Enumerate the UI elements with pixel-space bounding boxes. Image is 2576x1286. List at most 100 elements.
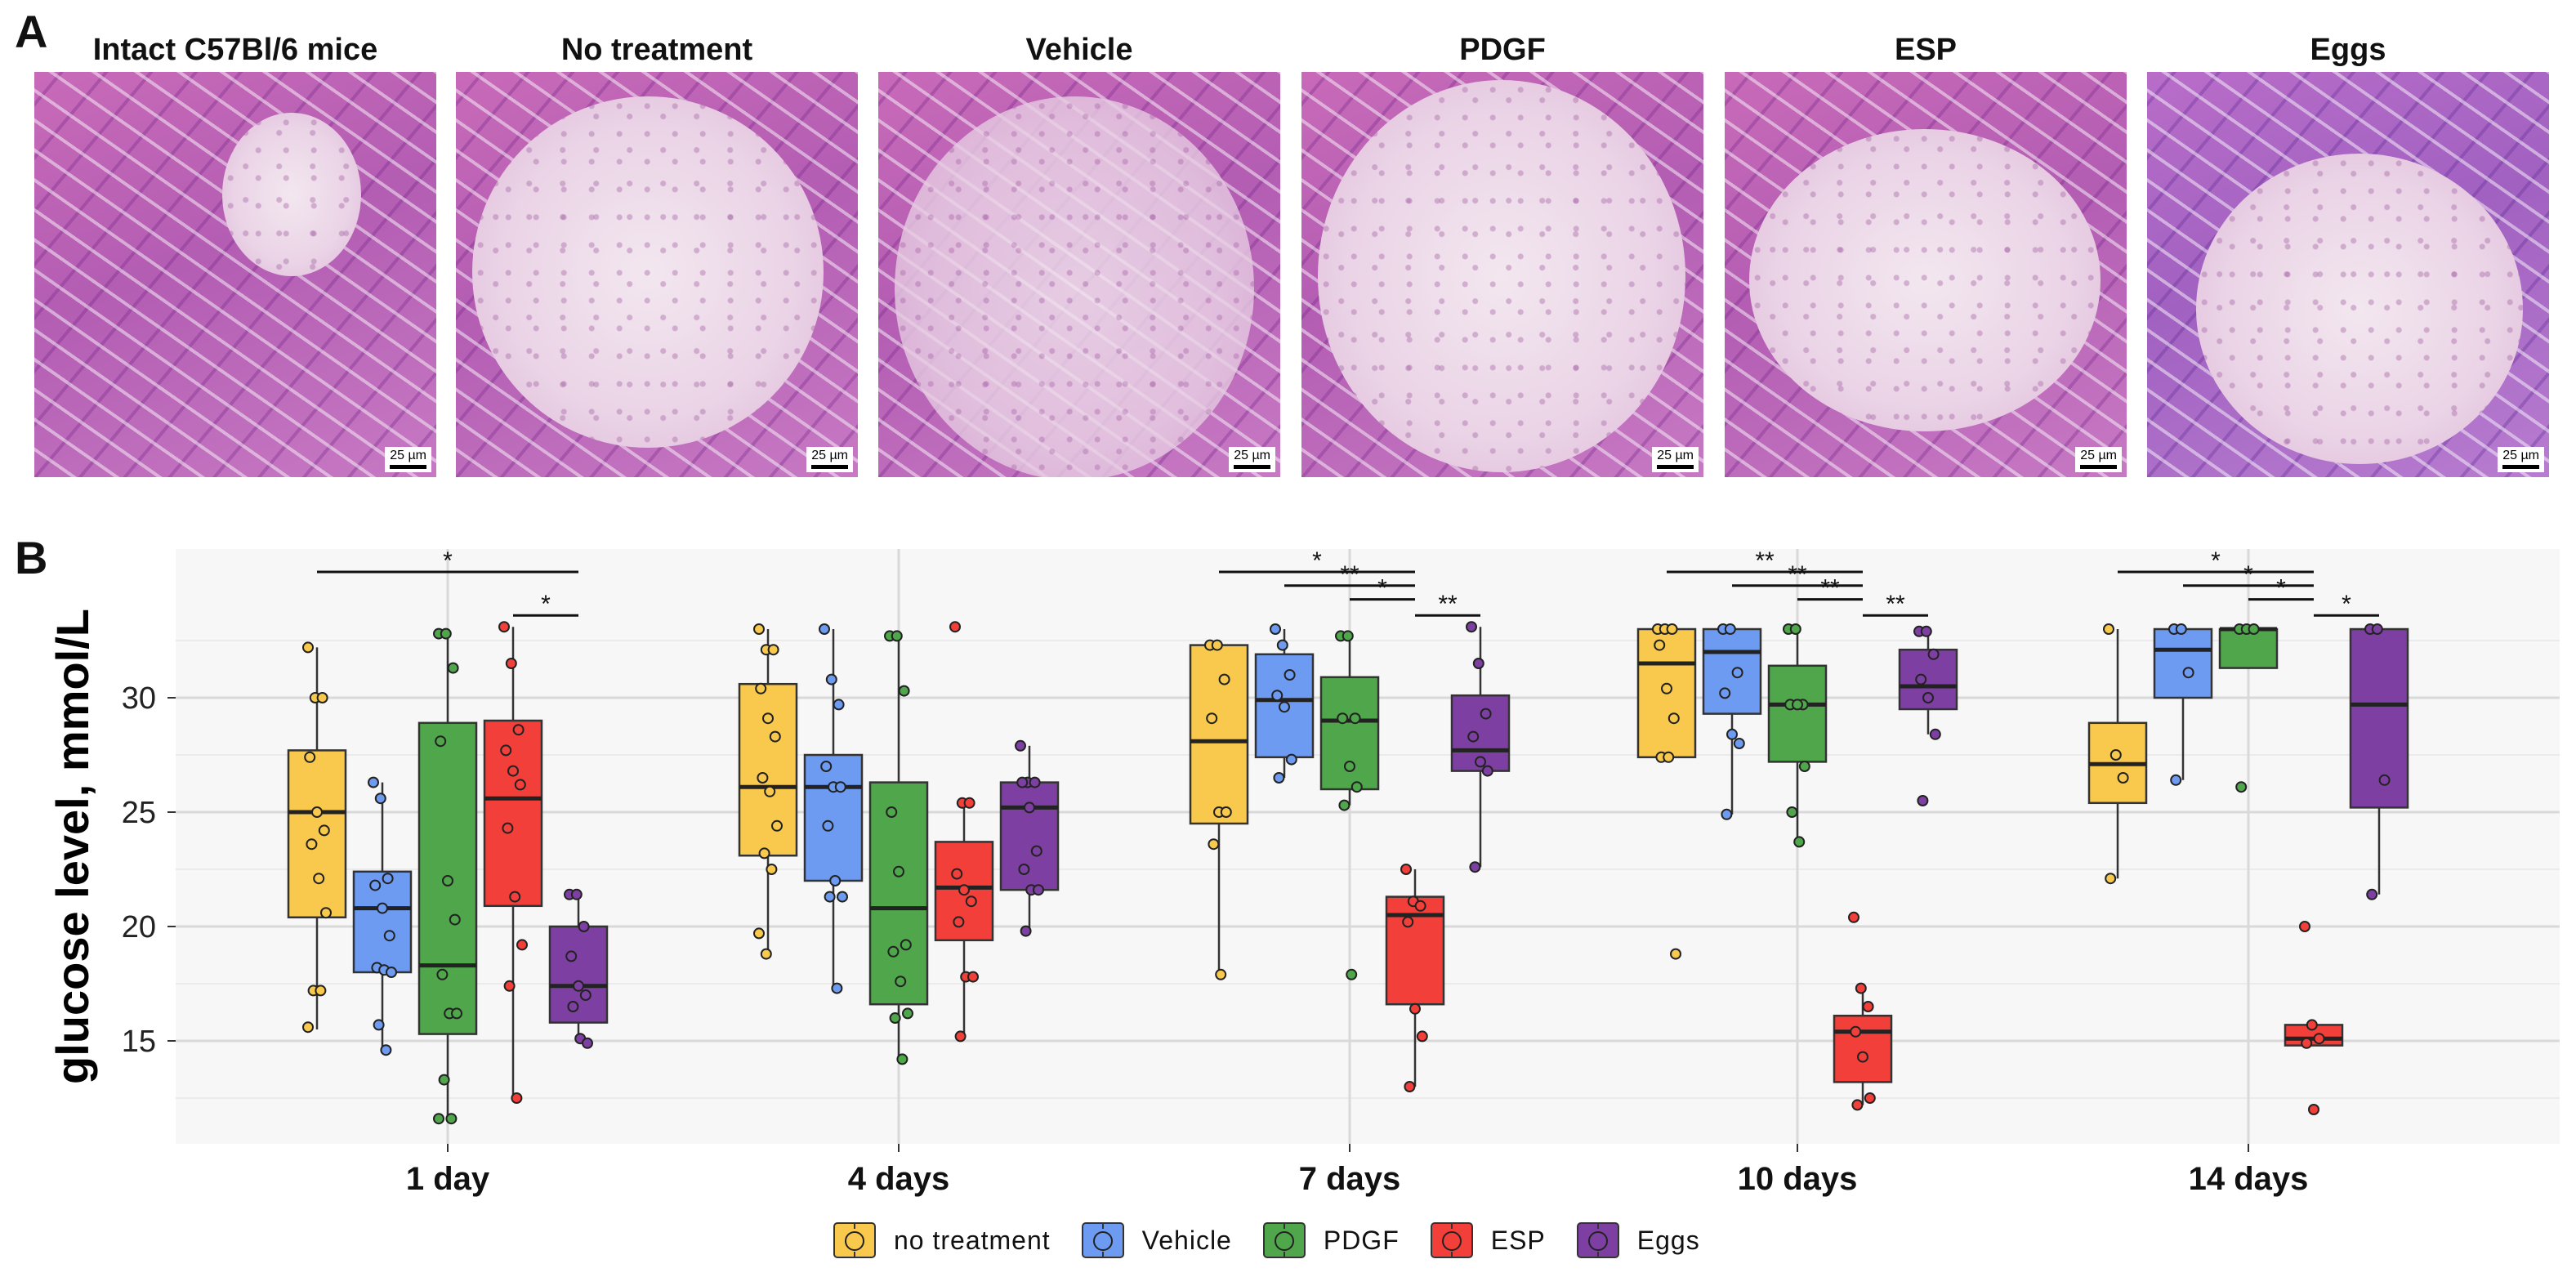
data-point	[1670, 948, 1681, 960]
y-axis-label: glucose level, mmol/L	[47, 609, 98, 1084]
data-point	[887, 945, 900, 958]
scale-bar: 25 µm	[1229, 447, 1275, 472]
y-tick-label: 30	[122, 681, 156, 716]
data-point	[505, 658, 517, 669]
data-point	[369, 879, 382, 891]
data-point	[1349, 712, 1361, 725]
data-point	[374, 793, 386, 805]
data-point	[898, 685, 910, 697]
data-point	[829, 875, 842, 886]
box	[999, 781, 1060, 891]
data-point	[824, 891, 836, 903]
data-point	[1404, 1081, 1416, 1092]
data-point	[1731, 667, 1743, 679]
data-point	[316, 692, 328, 703]
data-point	[2105, 873, 2117, 885]
data-point	[1402, 916, 1414, 928]
data-point	[318, 824, 330, 837]
significance-label: *	[541, 591, 551, 618]
data-point	[1029, 776, 1041, 788]
data-point	[1469, 861, 1481, 873]
data-point	[760, 948, 772, 960]
data-point	[1789, 623, 1801, 635]
data-point	[1927, 648, 1940, 660]
box	[1319, 676, 1380, 791]
micrograph-title: ESP	[1894, 33, 1958, 67]
box	[868, 781, 929, 1006]
data-point	[1654, 639, 1666, 651]
x-tick-label: 4 days	[848, 1161, 950, 1197]
data-point	[1342, 630, 1354, 642]
significance-label: *	[443, 547, 453, 574]
data-point	[2366, 888, 2378, 900]
data-point	[2182, 667, 2194, 679]
data-point	[1666, 623, 1678, 635]
data-point	[1920, 625, 1932, 637]
data-point	[306, 838, 318, 851]
data-point	[1346, 968, 1358, 980]
micrograph-vehicle: 25 µm	[878, 72, 1280, 477]
legend-item: Vehicle	[1081, 1222, 1232, 1258]
data-point	[2235, 781, 2248, 793]
data-point	[383, 930, 395, 942]
data-point	[762, 712, 774, 725]
data-point	[1917, 795, 1929, 806]
data-point	[1719, 687, 1731, 699]
data-point	[2301, 1037, 2313, 1049]
micrograph-esp: 25 µm	[1725, 72, 2127, 477]
data-point	[1850, 1025, 1862, 1038]
data-point	[1271, 690, 1284, 702]
data-point	[1351, 781, 1363, 793]
data-point	[386, 967, 397, 978]
data-point	[895, 976, 907, 988]
data-point	[2306, 1019, 2318, 1031]
data-point	[304, 751, 316, 763]
data-point	[1273, 772, 1285, 784]
data-point	[831, 982, 843, 994]
data-point	[1024, 802, 1035, 814]
data-point	[1215, 968, 1227, 980]
significance-label: **	[1755, 547, 1775, 574]
data-point	[302, 641, 314, 654]
data-point	[567, 1001, 579, 1012]
data-point	[1661, 682, 1672, 694]
legend-key	[1576, 1222, 1619, 1258]
data-point	[511, 1092, 523, 1104]
data-point	[753, 623, 765, 635]
data-point	[1726, 728, 1738, 740]
legend-key	[1262, 1222, 1306, 1258]
data-point	[1855, 982, 1867, 994]
data-point	[758, 847, 770, 860]
data-point	[1284, 669, 1296, 681]
data-point	[313, 873, 325, 885]
data-point	[1285, 753, 1297, 766]
data-point	[2117, 772, 2129, 784]
legend-item: Eggs	[1576, 1222, 1700, 1258]
legend: no treatment Vehicle PDGF ESP Eggs	[833, 1216, 1731, 1265]
data-point	[500, 744, 512, 757]
data-point	[1218, 673, 1230, 685]
data-point	[2170, 774, 2182, 786]
data-point	[377, 902, 388, 914]
data-point	[1721, 808, 1733, 820]
significance-label: *	[2276, 575, 2286, 602]
data-point	[967, 971, 979, 983]
data-point	[503, 980, 516, 992]
data-point	[1786, 806, 1798, 818]
data-point	[953, 916, 965, 928]
data-point	[891, 630, 903, 642]
box	[352, 870, 413, 974]
legend-key	[1430, 1222, 1473, 1258]
data-point	[1409, 1002, 1421, 1015]
data-point	[1337, 712, 1349, 725]
data-point	[755, 682, 767, 694]
data-point	[1472, 658, 1484, 669]
data-point	[954, 1030, 967, 1043]
box	[1833, 1014, 1893, 1083]
data-point	[320, 907, 332, 919]
data-point	[1848, 911, 1859, 923]
legend-item: PDGF	[1262, 1222, 1400, 1258]
data-point	[380, 1044, 392, 1056]
data-point	[771, 819, 783, 832]
box	[803, 753, 864, 882]
